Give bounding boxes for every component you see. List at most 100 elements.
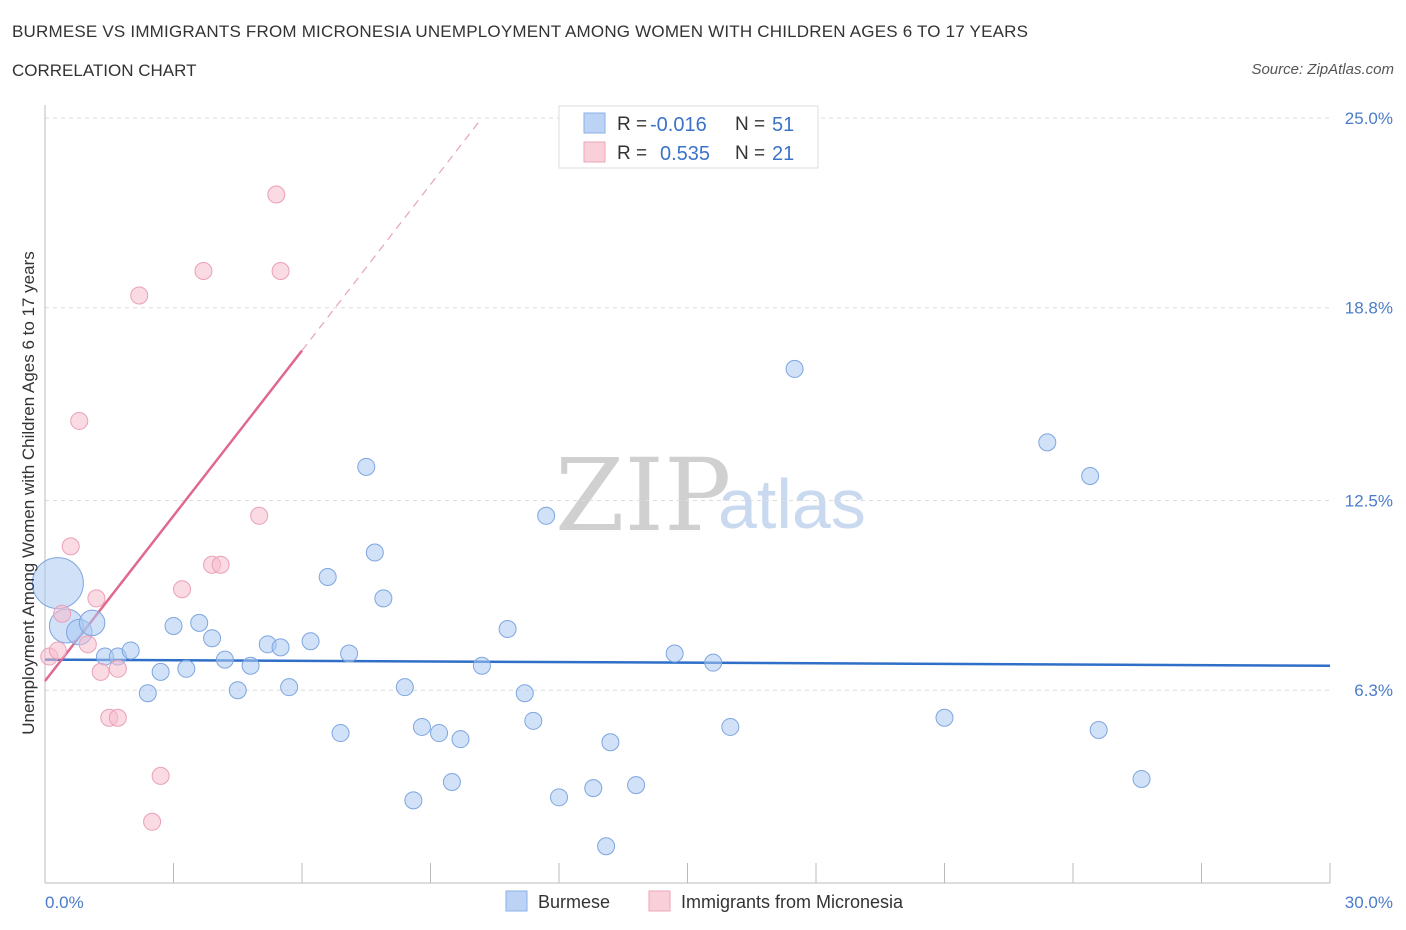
burmese-point xyxy=(215,650,234,669)
burmese-point xyxy=(365,543,384,562)
micronesia-point xyxy=(250,506,269,525)
legend-swatch-micronesia xyxy=(583,141,606,163)
y-tick-label: 12.5% xyxy=(1345,492,1393,511)
micronesia-point xyxy=(173,580,192,599)
micronesia-point xyxy=(70,411,89,430)
burmese-point xyxy=(280,678,299,697)
trend-lines xyxy=(44,117,1331,682)
burmese-point xyxy=(241,656,260,675)
watermark-zip: ZIP xyxy=(555,437,731,554)
burmese-point xyxy=(584,779,603,798)
chart-title: BURMESE VS IMMIGRANTS FROM MICRONESIA UN… xyxy=(12,22,1029,41)
micronesia-point xyxy=(108,659,127,678)
watermark-atlas: atlas xyxy=(718,465,866,543)
legend-n-value-2: 21 xyxy=(772,143,794,165)
burmese-point xyxy=(78,609,106,637)
burmese-point xyxy=(228,681,247,700)
micronesia-point xyxy=(267,185,286,204)
legend-r-label-2: R = xyxy=(617,143,647,164)
burmese-point xyxy=(318,568,337,586)
burmese-point xyxy=(515,684,534,703)
micronesia-trend-extension xyxy=(301,117,483,351)
burmese-point xyxy=(1132,769,1151,788)
y-tick-label: 25.0% xyxy=(1345,109,1393,128)
micronesia-point xyxy=(108,708,127,727)
burmese-point xyxy=(550,788,568,807)
legend-n-label-2: N = xyxy=(735,143,765,164)
burmese-point xyxy=(301,632,320,651)
legend-r-value-1: -0.016 xyxy=(650,114,707,136)
grid-lines xyxy=(45,117,1330,691)
burmese-point xyxy=(190,613,209,632)
burmese-point xyxy=(1081,467,1100,486)
bottom-legend-micronesia: Immigrants from Micronesia xyxy=(681,892,904,912)
burmese-point xyxy=(704,653,723,672)
burmese-point xyxy=(340,644,359,663)
micronesia-point xyxy=(48,641,67,660)
burmese-point xyxy=(537,506,556,525)
micronesia-point xyxy=(211,555,230,574)
chart-subtitle: CORRELATION CHART xyxy=(12,61,197,80)
bottom-legend-swatch-micronesia xyxy=(648,890,671,912)
micronesia-point xyxy=(87,589,106,608)
burmese-point xyxy=(404,791,423,810)
burmese-point xyxy=(524,711,543,730)
burmese-point xyxy=(430,724,449,743)
watermark: ZIP atlas xyxy=(555,437,866,554)
y-tick-label: 6.3% xyxy=(1354,681,1393,700)
burmese-point xyxy=(472,656,491,675)
axis-labels: 6.3% 12.5% 18.8% 25.0% 0.0% 30.0% xyxy=(45,109,1393,912)
burmese-point xyxy=(203,629,222,648)
micronesia-point xyxy=(78,635,97,654)
legend-n-label-1: N = xyxy=(735,114,765,135)
source-label: Source: ZipAtlas.com xyxy=(1251,61,1394,78)
burmese-trend-line xyxy=(44,658,1331,667)
burmese-point xyxy=(935,708,954,727)
burmese-point xyxy=(627,776,646,795)
micronesia-point xyxy=(53,604,72,623)
burmese-point xyxy=(1089,721,1108,739)
burmese-point xyxy=(601,733,620,752)
micronesia-point xyxy=(151,766,170,785)
legend-r-label-1: R = xyxy=(617,114,647,135)
burmese-point xyxy=(721,717,740,736)
burmese-point xyxy=(164,616,183,635)
burmese-point xyxy=(785,359,804,378)
bottom-legend-burmese: Burmese xyxy=(538,892,610,912)
burmese-point xyxy=(451,730,470,749)
burmese-point xyxy=(1038,433,1057,452)
burmese-point xyxy=(412,717,431,736)
micronesia-point xyxy=(194,262,213,280)
micronesia-point xyxy=(143,812,162,831)
burmese-point xyxy=(121,641,140,660)
y-axis-label: Unemployment Among Women with Children A… xyxy=(19,251,38,735)
burmese-point xyxy=(271,638,290,657)
micronesia-point xyxy=(271,262,290,280)
micronesia-point xyxy=(130,286,149,305)
burmese-point xyxy=(374,589,393,608)
axes xyxy=(44,105,1331,884)
burmese-point xyxy=(151,662,170,681)
x-tick-label: 0.0% xyxy=(45,893,84,912)
legend-n-value-1: 51 xyxy=(772,114,794,136)
burmese-point xyxy=(31,557,84,610)
legend: R = -0.016 N = 51 R = 0.535 N = 21 xyxy=(558,105,819,169)
legend-r-value-2: 0.535 xyxy=(660,143,710,165)
micronesia-point xyxy=(91,662,110,681)
burmese-point xyxy=(665,644,684,663)
bottom-legend-swatch-burmese xyxy=(505,890,528,912)
x-tick-label: 30.0% xyxy=(1345,893,1393,912)
bottom-legend: Burmese Immigrants from Micronesia xyxy=(505,890,904,912)
data-points xyxy=(31,185,1151,856)
burmese-point xyxy=(597,837,616,856)
burmese-point xyxy=(395,678,414,697)
burmese-point xyxy=(138,684,157,703)
burmese-point xyxy=(357,457,376,476)
burmese-point xyxy=(498,620,517,639)
legend-swatch-burmese xyxy=(583,112,606,134)
burmese-point xyxy=(442,773,461,792)
micronesia-point xyxy=(61,537,80,556)
burmese-point xyxy=(177,659,196,678)
burmese-point xyxy=(331,724,350,743)
